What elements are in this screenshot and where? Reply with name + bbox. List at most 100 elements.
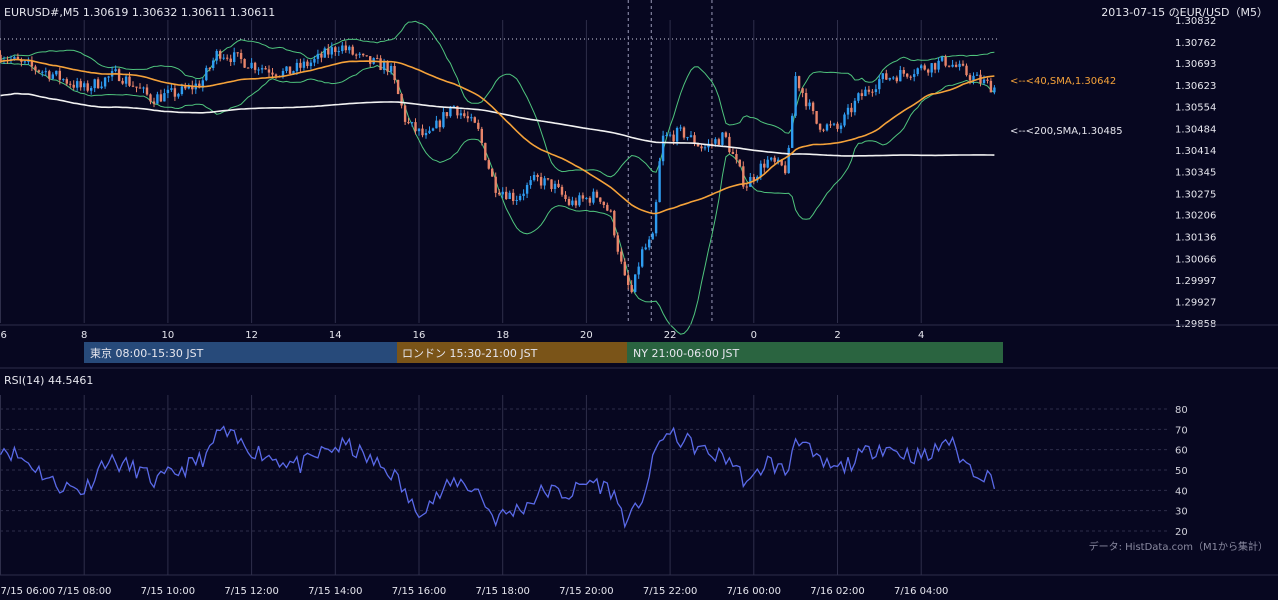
candle-body: [93, 79, 96, 89]
price-tick-label: 1.30345: [1175, 168, 1216, 179]
date-tick-label: 7/15 12:00: [224, 586, 278, 597]
candle-body: [219, 51, 222, 59]
candle-body: [477, 122, 480, 129]
candle-body: [857, 93, 860, 101]
candle-body: [86, 83, 89, 91]
candle-body: [777, 159, 780, 162]
candle-body: [403, 105, 407, 122]
candle-body: [435, 120, 438, 129]
candle-body: [536, 175, 539, 177]
candle-body: [330, 47, 333, 55]
candle-body: [299, 62, 302, 68]
candle-body: [853, 100, 857, 113]
candle-body: [735, 154, 738, 160]
candle-body: [982, 79, 986, 84]
candle-body: [407, 121, 410, 124]
candle-body: [131, 85, 135, 87]
candle-body: [96, 79, 100, 89]
candle-body: [187, 85, 190, 89]
candle-body: [613, 211, 616, 236]
candle-body: [585, 197, 588, 199]
candle-body: [233, 52, 236, 62]
candle-body: [313, 58, 316, 63]
candle-body: [913, 74, 916, 77]
candle-body: [48, 71, 51, 79]
candle-body: [226, 57, 229, 59]
candle-body: [885, 73, 888, 80]
candle-body: [27, 60, 30, 62]
candle-body: [731, 152, 735, 154]
candle-body: [815, 111, 818, 124]
candle-body: [55, 70, 58, 75]
candle-body: [804, 93, 808, 107]
candle-body: [351, 46, 354, 55]
price-axis: 1.30832 1.30762 1.30693 1.30623 1.30554 1.304…: [1175, 16, 1216, 330]
candle-body: [839, 125, 843, 129]
date-tick-label: 7/15 16:00: [392, 586, 446, 597]
sma40-line: [0, 58, 995, 215]
date-axis: 7/15 06:00 7/15 08:00 7/15 10:00 7/15 12:00…: [1, 586, 949, 597]
candle-body: [121, 80, 124, 84]
candle-body: [717, 139, 721, 145]
candle-body: [620, 251, 623, 262]
candle-body: [686, 137, 689, 139]
candle-body: [243, 59, 246, 68]
candle-body: [491, 168, 494, 177]
candle-body: [993, 87, 996, 93]
candle-body: [609, 210, 612, 212]
candle-body: [808, 102, 811, 107]
candle-body: [90, 88, 93, 91]
candle-body: [696, 144, 700, 147]
candle-body: [69, 83, 72, 85]
rsi-axis: 80 70 60 50 40 30 20: [1175, 405, 1188, 538]
candle-body: [616, 235, 619, 252]
candle-body: [257, 69, 260, 71]
candle-body: [302, 61, 306, 68]
price-tick-label: 1.30484: [1175, 124, 1216, 135]
rsi-label: RSI(14) 44.5461: [4, 374, 93, 387]
candle-body: [438, 120, 442, 128]
price-tick-label: 1.30136: [1175, 233, 1216, 244]
rsi-tick-label: 50: [1175, 466, 1188, 477]
candle-body: [323, 48, 326, 58]
date-tick-label: 7/15 10:00: [141, 586, 195, 597]
candle-body: [246, 67, 250, 69]
hour-tick-label: 12: [245, 330, 258, 341]
candle-body: [205, 67, 208, 81]
candle-body: [159, 94, 163, 102]
candle-body: [550, 179, 553, 189]
candle-body: [710, 143, 714, 145]
candle-body: [679, 127, 682, 129]
candle-body: [930, 63, 933, 73]
candle-body: [794, 76, 797, 116]
candle-body: [442, 112, 445, 128]
candle-body: [539, 177, 543, 186]
candle-body: [578, 195, 581, 206]
date-tick-label: 7/15 14:00: [308, 586, 362, 597]
session-london-bar: [397, 342, 627, 363]
candle-body: [100, 86, 103, 89]
rsi-tick-label: 70: [1175, 425, 1188, 436]
candle-body: [822, 129, 825, 131]
rsi-line: [0, 425, 996, 529]
candle-body: [264, 68, 267, 70]
date-tick-label: 7/15 18:00: [475, 586, 529, 597]
price-tick-label: 1.30414: [1175, 146, 1216, 157]
rsi-tick-label: 80: [1175, 405, 1188, 416]
candle-body: [986, 79, 989, 81]
candle-body: [832, 123, 836, 125]
candle-body: [389, 66, 393, 72]
candle-body: [142, 87, 145, 89]
candle-body: [83, 83, 86, 88]
candle-body: [860, 93, 864, 96]
price-tick-label: 1.29997: [1175, 276, 1216, 287]
candle-body: [874, 89, 878, 92]
candle-body: [309, 62, 313, 66]
candle-body: [348, 46, 351, 51]
candle-body: [972, 75, 975, 81]
candle-body: [445, 112, 449, 117]
candle-body: [564, 194, 567, 199]
candle-body: [470, 117, 473, 119]
candle-body: [665, 135, 668, 136]
